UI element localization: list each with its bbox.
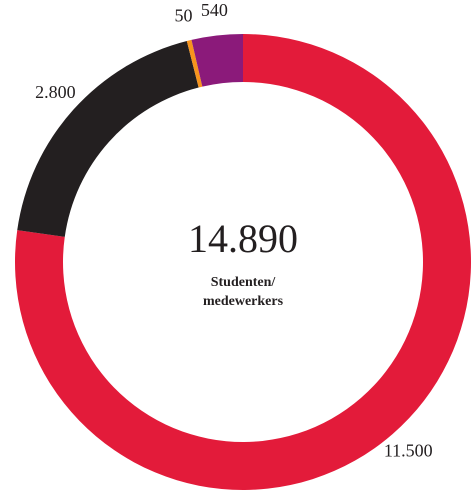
center-text: Studenten/ <box>211 275 277 290</box>
data-label: 2.800 <box>35 82 76 102</box>
data-label: 11.500 <box>384 440 433 460</box>
data-label: 50 <box>174 5 192 25</box>
center-total: 14.890 <box>188 216 298 261</box>
data-label: 540 <box>201 0 228 20</box>
donut-segment <box>191 34 243 87</box>
donut-segment <box>17 41 199 237</box>
center-text: medewerkers <box>203 294 284 309</box>
donut-segment <box>186 39 203 88</box>
